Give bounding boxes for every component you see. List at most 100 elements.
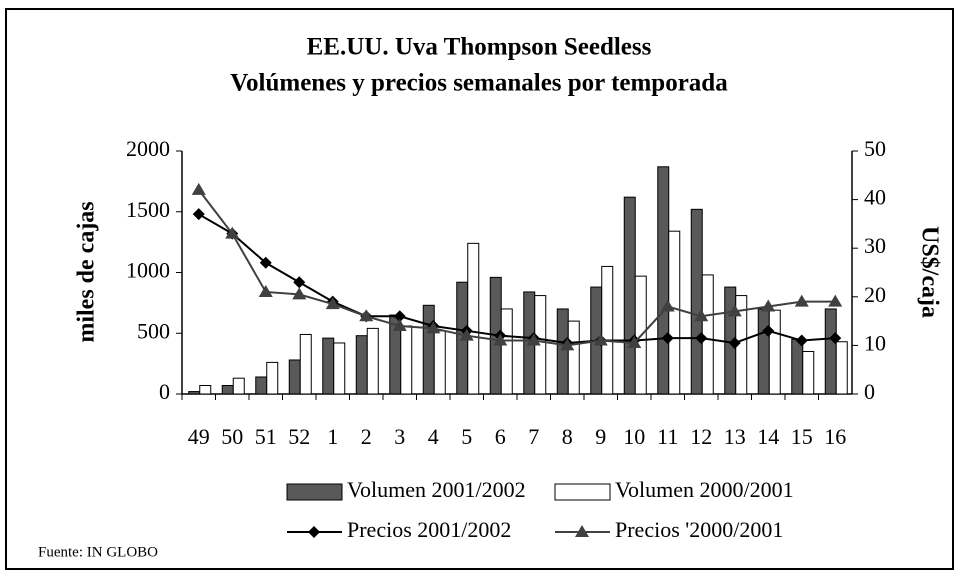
bar [355,335,368,395]
point-marker [459,328,474,341]
x-tick-label: 9 [595,424,606,449]
point-marker [593,333,608,346]
source-note: Fuente: IN GLOBO [38,544,158,560]
bar [824,308,837,395]
bar [768,309,781,395]
bar [299,333,312,395]
legend-label: Volumen 2000/2001 [615,477,794,502]
x-tick-label: 7 [528,424,539,449]
x-tick-label: 1 [327,424,338,449]
y-axis-label: miles de cajas [74,201,100,342]
bar [657,166,670,395]
chart-frame [5,8,954,570]
bar [835,341,848,395]
point-marker [627,335,642,348]
point-marker [660,299,675,312]
point-marker [292,287,307,300]
x-tick-label: 8 [562,424,573,449]
bar [668,230,681,395]
x-tick-label: 49 [188,424,210,449]
bar [322,337,335,395]
bar [802,350,815,395]
y2-tick-label: 30 [864,233,886,258]
y2-tick-label: 40 [864,185,886,210]
point-marker [258,284,273,297]
x-tick-label: 16 [824,424,846,449]
point-marker [795,334,808,347]
point-marker [761,299,776,312]
bar [422,304,435,395]
bar [288,359,301,395]
x-tick-label: 12 [690,424,712,449]
point-marker [829,332,842,345]
y-tick-label: 1500 [126,197,170,222]
legend-label: Precios 2001/2002 [347,517,511,542]
point-marker [325,297,340,310]
y2-tick-label: 50 [864,136,886,161]
x-tick-label: 51 [255,424,277,449]
bar [500,308,513,395]
bar [791,338,804,395]
bar [601,265,614,395]
x-tick-label: 10 [623,424,645,449]
y2-tick-label: 20 [864,282,886,307]
point-marker [426,321,441,334]
x-tick-label: 4 [428,424,439,449]
bar [623,196,636,395]
point-marker [359,309,374,322]
point-marker [694,309,709,322]
x-tick-label: 6 [495,424,506,449]
point-marker [191,182,206,195]
bar [199,384,212,395]
point-marker [393,310,406,323]
chart-subtitle: Volúmenes y precios semanales por tempor… [230,70,728,97]
y2-tick-label: 0 [864,379,875,404]
y-tick-label: 1000 [126,258,170,283]
x-tick-label: 5 [461,424,472,449]
point-marker [560,338,575,351]
x-tick-label: 50 [221,424,243,449]
legend-label: Volumen 2001/2002 [347,477,526,502]
bar [567,320,580,395]
line [198,213,836,344]
y2-axis-label: US$/caja [916,226,942,318]
x-tick-label: 52 [288,424,310,449]
point-marker [493,333,508,346]
point-marker [695,332,708,345]
legend-swatch [554,483,611,501]
legend-label: Precios '2000/2001 [615,517,783,542]
bar [757,308,770,395]
bar [266,361,279,395]
bar [221,384,234,395]
point-marker [661,332,674,345]
point-marker [392,318,407,331]
point-marker [259,256,272,269]
bar [232,377,245,395]
bar [188,391,201,395]
legend-marker [308,526,320,538]
point-marker [293,276,306,289]
x-tick-label: 3 [394,424,405,449]
legend-marker [575,525,589,537]
point-marker [526,333,541,346]
x-tick-label: 14 [757,424,779,449]
bar [690,208,703,395]
y-tick-label: 500 [137,318,170,343]
point-marker [192,208,205,221]
x-tick-label: 15 [791,424,813,449]
bar [400,325,413,395]
bar [701,274,714,395]
line [197,189,836,347]
bar [255,376,268,395]
y-tick-label: 2000 [126,136,170,161]
point-marker [225,226,240,239]
bar [556,308,569,395]
y2-tick-label: 10 [864,330,886,355]
point-marker [762,324,775,337]
x-tick-label: 2 [361,424,372,449]
point-marker [794,294,809,307]
bar [467,242,480,395]
x-tick-label: 11 [657,424,678,449]
point-marker [727,304,742,317]
point-marker [728,336,741,349]
